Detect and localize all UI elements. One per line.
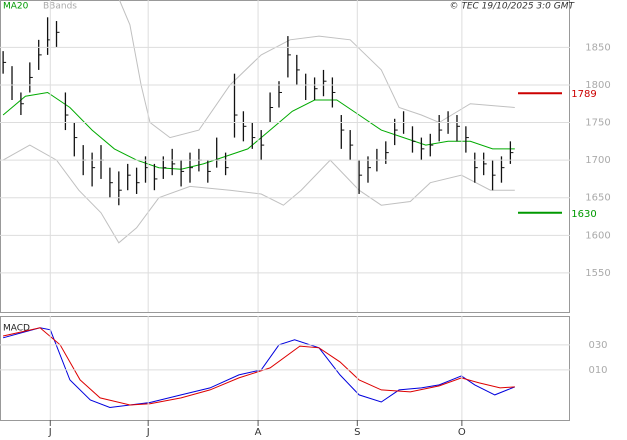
bollinger-upper: [118, 0, 515, 139]
macd-frame: [0, 316, 570, 421]
macd-title: MACD: [3, 324, 30, 334]
price-plot: [2, 0, 515, 244]
level-label: 1789: [571, 89, 596, 100]
macd-line: [2, 327, 515, 406]
legend-ma: MA20: [3, 2, 29, 12]
y-tick-label: 1550: [585, 268, 610, 279]
y-tick-label: 1850: [585, 42, 610, 53]
y-tick-label: 1700: [585, 155, 610, 166]
y-tick-label: 010: [588, 365, 607, 376]
macd-line: [2, 327, 515, 409]
level-label: 1630: [571, 209, 596, 220]
price-frame: [0, 0, 570, 313]
y-tick-label: 1600: [585, 230, 610, 241]
x-tick-label: O: [458, 427, 466, 438]
x-tick-label: J: [48, 427, 52, 438]
x-tick-label: S: [354, 427, 360, 438]
macd-plot: [2, 327, 515, 409]
legend-bbands: BBands: [43, 2, 77, 12]
source-note: © TEC 19/10/2025 3:0 GMT: [449, 2, 575, 12]
x-tick-label: J: [146, 427, 150, 438]
y-tick-label: 030: [588, 340, 607, 351]
y-tick-label: 1650: [585, 193, 610, 204]
y-tick-label: 1800: [585, 80, 610, 91]
y-tick-label: 1750: [585, 118, 610, 129]
x-tick-label: A: [255, 427, 262, 438]
ma-line: [2, 91, 515, 170]
